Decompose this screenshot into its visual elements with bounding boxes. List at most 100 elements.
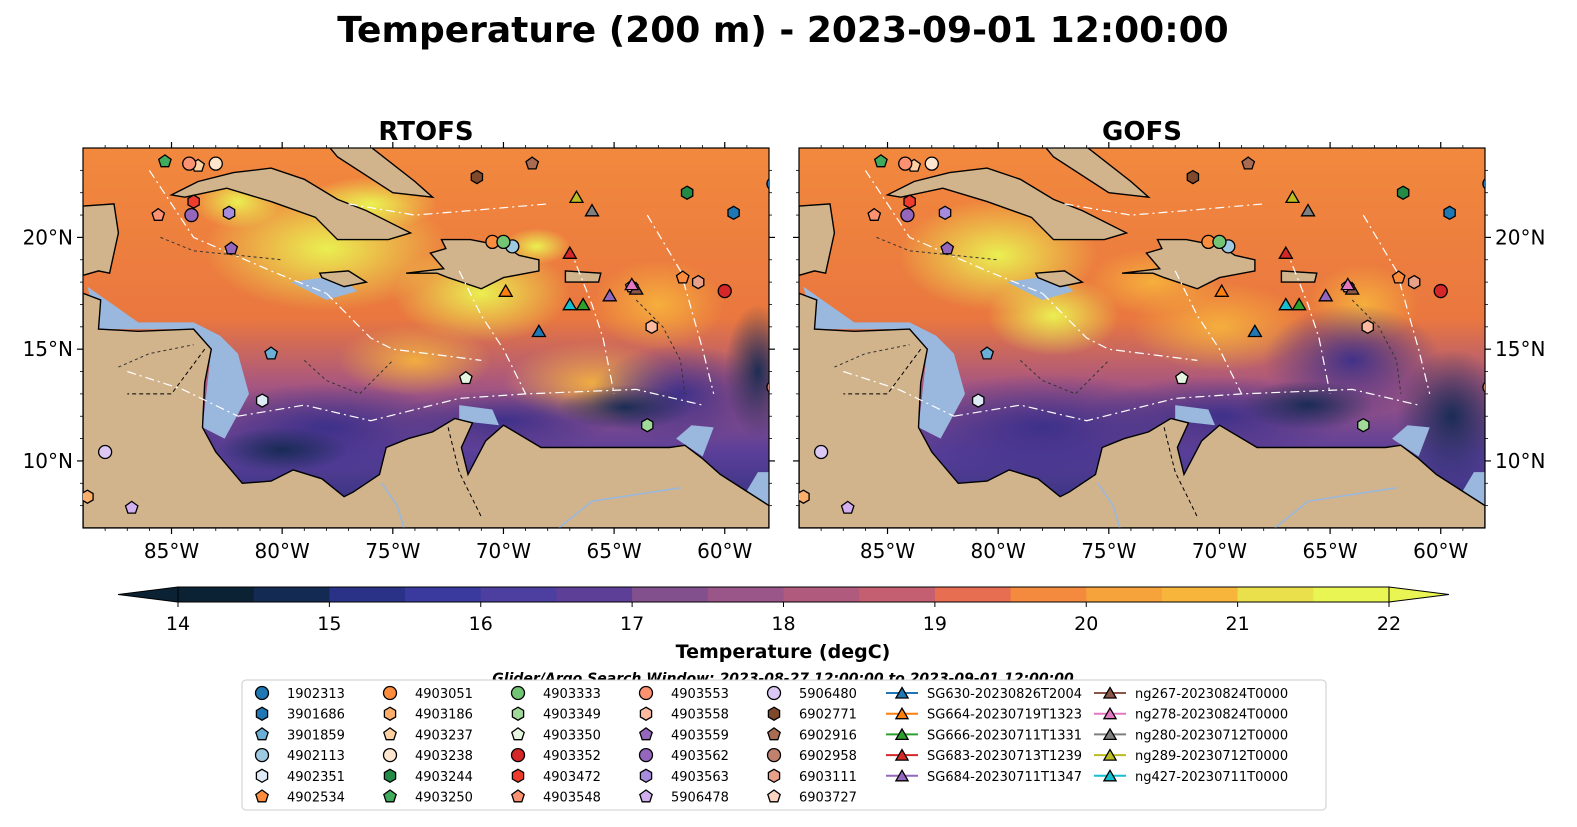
legend-item: 5906478 (639, 789, 729, 806)
legend-label: 5906478 (671, 791, 729, 806)
y-tick-label: 15°N (23, 337, 73, 361)
legend-marker-4903350 (511, 727, 525, 741)
isobath-line (303, 360, 394, 395)
argo-float-marker-6902771 (470, 169, 484, 185)
colorbar-segment (556, 587, 633, 602)
colorbar-segment (1086, 587, 1163, 602)
legend-label: 4903553 (671, 687, 729, 702)
legend-label: 4903051 (415, 687, 473, 702)
glider-marker-sg664 (1214, 283, 1230, 297)
glider-marker-ng427 (1278, 297, 1294, 311)
legend-label: 4902351 (287, 770, 345, 785)
glider-marker-sg683 (1278, 245, 1294, 259)
argo-float-marker-6902958 (766, 381, 769, 393)
isobath-line (635, 299, 686, 394)
y-tick-label: 20°N (1495, 225, 1545, 249)
legend-label: 4903472 (543, 770, 601, 785)
legend-item: 4903186 (383, 706, 473, 723)
isobath-line (160, 236, 283, 261)
argo-float-marker-6903111 (1407, 274, 1421, 290)
legend-marker-ng267 (1102, 686, 1118, 699)
land-jamaica (1034, 270, 1085, 288)
y-tick-label: 10°N (1495, 449, 1545, 473)
legend-item: SG630-20230826T2004 (886, 686, 1082, 702)
legend-marker-5906478 (639, 789, 653, 803)
x-tick-label: 75°W (1081, 539, 1136, 563)
legend-label: 4903350 (543, 728, 601, 743)
colorbar-tick-label: 16 (469, 613, 493, 635)
country-border (843, 348, 922, 395)
legend-label: 3901686 (287, 708, 345, 723)
eez-boundary (569, 248, 615, 395)
isobath-line (1019, 360, 1110, 395)
legend-item: 4903562 (638, 747, 729, 764)
legend-item: 5906480 (766, 685, 857, 702)
country-border (1163, 427, 1198, 518)
colorbar-tick-label: 17 (620, 613, 644, 635)
argo-float-marker-4903553 (182, 156, 197, 171)
land-cuba (169, 167, 413, 241)
eez-boundary (843, 370, 955, 417)
legend-item: 4903349 (511, 706, 601, 723)
eez-boundary (1174, 270, 1243, 395)
colorbar-label: Temperature (degC) (676, 641, 891, 663)
argo-float-marker-4903562 (184, 207, 199, 223)
argo-float-marker-1902313 (1482, 178, 1485, 190)
argo-float-marker-3901686 (727, 205, 740, 221)
river (1274, 487, 1397, 528)
legend-item: 4903563 (639, 768, 729, 785)
argo-float-marker-5906480 (813, 444, 829, 460)
legend-label: 4903237 (415, 728, 473, 743)
legend-item: 4903472 (511, 768, 601, 785)
legend-label: ng280-20230712T0000 (1135, 728, 1288, 743)
glider-marker-sg664 (498, 283, 514, 297)
legend-marker-4903559 (639, 727, 653, 741)
legend-label: 4903333 (543, 687, 601, 702)
legend-label: SG664-20230719T1323 (927, 708, 1082, 723)
legend-marker-6902958 (766, 747, 782, 763)
legend-marker-3901859 (255, 727, 269, 741)
glider-marker-ng289 (1284, 189, 1301, 204)
colorbar-segment (707, 587, 784, 602)
argo-float-marker-4903553 (898, 156, 913, 171)
glider-marker-sg666 (1291, 297, 1307, 311)
legend-label: 4903250 (415, 791, 473, 806)
legend-marker-4903553 (638, 685, 654, 701)
legend-marker-sg684 (894, 769, 910, 782)
x-tick-label: 60°W (1413, 539, 1468, 563)
legend-marker-4903244 (383, 768, 397, 784)
argo-float-marker-4903472 (903, 194, 916, 209)
argo-float-marker-4903558 (645, 319, 658, 335)
colorbar-segment (1313, 587, 1390, 602)
panel-title: GOFS (1102, 117, 1182, 147)
temperature-anomaly (1241, 380, 1375, 430)
legend-label: 4902113 (287, 749, 345, 764)
river (1097, 482, 1121, 528)
argo-float-marker-4903349 (1357, 417, 1370, 433)
legend-marker-1902313 (254, 685, 270, 701)
glider-marker-sg683 (562, 245, 578, 259)
legend-marker-4903051 (382, 685, 398, 701)
eez-boundary (348, 203, 548, 216)
y-tick-label: 10°N (23, 449, 73, 473)
legend-label: SG666-20230711T1331 (927, 728, 1082, 743)
land-puerto-rico (564, 270, 602, 283)
legend-item: 4903558 (639, 706, 729, 723)
legend-label: SG684-20230711T1347 (927, 770, 1082, 785)
temperature-anomaly (337, 324, 493, 397)
legend-marker-4903349 (511, 706, 525, 721)
legend-item: ng289-20230712T0000 (1094, 748, 1288, 764)
river (558, 487, 681, 528)
x-tick-label: 65°W (586, 539, 641, 563)
legend-marker-4902534 (255, 789, 269, 803)
glider-marker-ng278 (624, 277, 640, 291)
eez-boundary (127, 370, 239, 417)
colorbar-segment (1010, 587, 1087, 602)
colorbar: 14 15 16 17 18 19 20 21 22 (117, 586, 1450, 635)
map-panel-gofs: GOFS 85°W 80°W 75°W 70°W 65°W 60°W 10°N 15°N 20°N (793, 117, 1545, 563)
legend-item: 4902351 (255, 768, 345, 785)
argo-float-marker-4903352 (1433, 283, 1448, 299)
land-cuba (885, 167, 1129, 241)
legend-item: 4903244 (383, 768, 473, 785)
glider-marker-ng289 (568, 189, 585, 204)
